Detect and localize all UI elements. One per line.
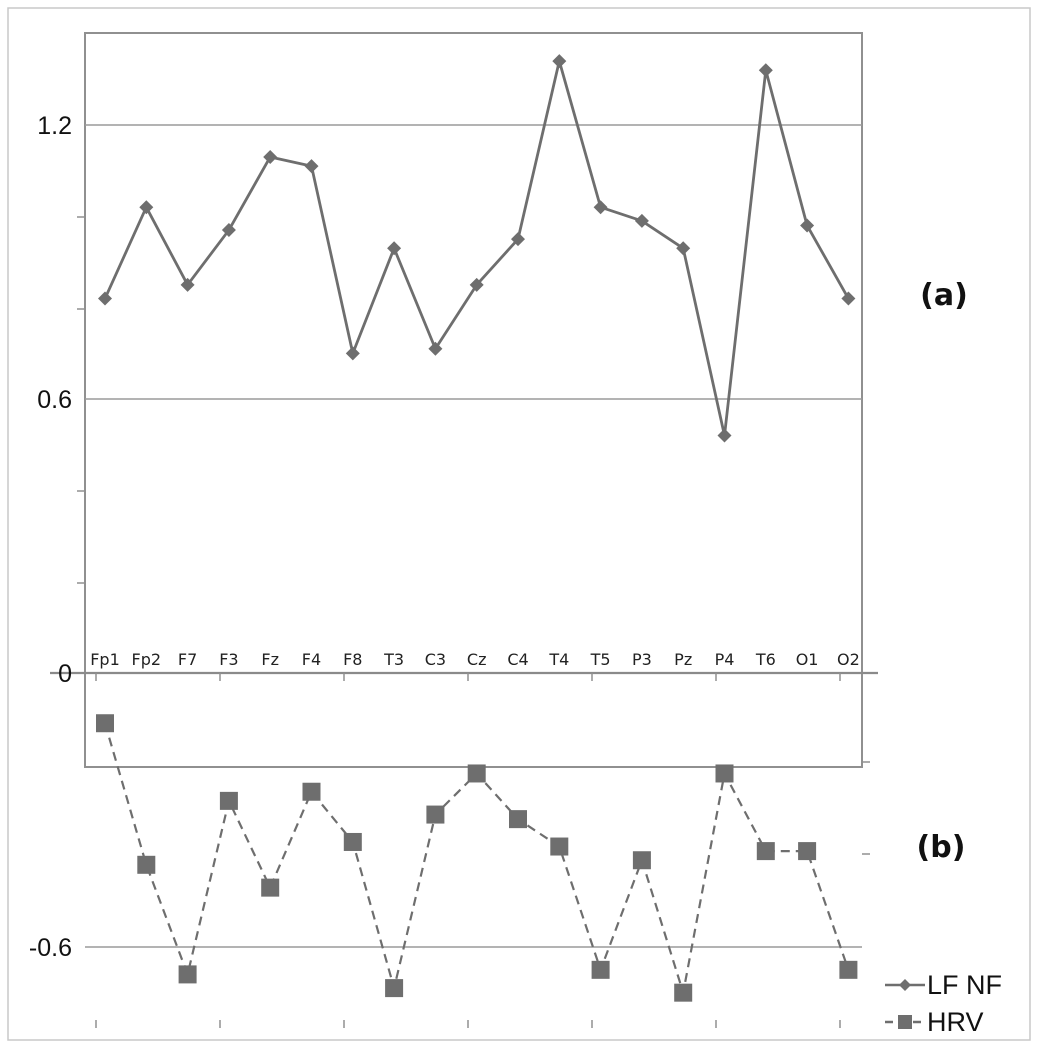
- data-point: [715, 764, 734, 783]
- data-point: [758, 63, 773, 78]
- data-point: [839, 960, 858, 979]
- x-tick-label: O1: [796, 650, 819, 669]
- y-tick-label: -0.6: [29, 934, 72, 962]
- data-point: [593, 200, 608, 215]
- data-point: [180, 277, 195, 292]
- data-point: [387, 241, 402, 256]
- data-point: [798, 842, 817, 861]
- legend-marker: [899, 979, 911, 991]
- series-1: [96, 714, 858, 1002]
- data-point: [98, 291, 112, 306]
- x-tick-label: Cz: [467, 650, 487, 669]
- data-point: [96, 714, 114, 733]
- x-tick-label: T6: [755, 650, 776, 669]
- data-point: [261, 878, 280, 897]
- data-point: [426, 805, 445, 824]
- x-tick-label: F3: [219, 650, 238, 669]
- data-point: [178, 965, 197, 984]
- legend-marker: [898, 1015, 912, 1029]
- legend-entry: LF NF: [885, 970, 1002, 1000]
- data-point: [591, 960, 610, 979]
- x-tick-label: F7: [178, 650, 197, 669]
- data-point: [428, 341, 443, 356]
- data-point: [550, 837, 569, 856]
- gridlines: [50, 124, 878, 948]
- axes: [77, 216, 870, 1028]
- data-point: [263, 149, 278, 164]
- series-group: [96, 54, 858, 1002]
- x-tick-label: C4: [507, 650, 528, 669]
- y-tick-label: 0: [58, 660, 72, 688]
- data-point: [717, 428, 732, 443]
- data-point: [137, 855, 156, 874]
- x-tick-label: F4: [302, 650, 321, 669]
- labels: 1.2 0.6 0 -0.6 Fp1 Fp2 F7 F3 Fz F4 F8 T3 C3 Cz C4 T4 T5 P…: [29, 112, 968, 962]
- x-tick-label: C3: [425, 650, 446, 669]
- data-point: [634, 213, 649, 228]
- data-point: [674, 983, 693, 1002]
- data-point: [469, 277, 484, 292]
- data-point: [800, 218, 815, 233]
- y-tick-label: 0.6: [37, 386, 72, 414]
- data-point: [841, 291, 856, 306]
- figure-border: [7, 7, 1031, 1041]
- data-point: [302, 782, 321, 801]
- data-point: [139, 200, 154, 215]
- data-point: [756, 842, 775, 861]
- data-point: [632, 851, 651, 870]
- data-point: [509, 810, 527, 829]
- legend-label: HRV: [927, 1007, 984, 1037]
- x-tick-label: O2: [837, 650, 860, 669]
- x-tick-label: Pz: [674, 650, 692, 669]
- x-tick-label: T5: [590, 650, 611, 669]
- x-tick-label: Fp2: [132, 650, 162, 669]
- x-tick-label: P3: [632, 650, 652, 669]
- legend-label: LF NF: [927, 970, 1002, 1000]
- y-tick-label: 1.2: [37, 112, 72, 140]
- x-tick-label: P4: [715, 650, 735, 669]
- data-point: [552, 54, 567, 69]
- x-tick-label: Fp1: [90, 650, 120, 669]
- data-point: [219, 791, 238, 810]
- data-point: [343, 832, 362, 851]
- x-tick-label: T4: [548, 650, 569, 669]
- data-point: [511, 232, 525, 247]
- x-tick-label: T3: [383, 650, 404, 669]
- x-tick-label: Fz: [261, 650, 279, 669]
- legend: LF NF HRV: [885, 970, 1002, 1037]
- data-point: [345, 346, 360, 361]
- data-point: [467, 764, 486, 783]
- data-point: [676, 241, 691, 256]
- x-tick-label: F8: [343, 650, 362, 669]
- panel-label: (b): [917, 830, 966, 865]
- data-point: [221, 223, 236, 238]
- data-point: [304, 159, 319, 174]
- series-line: [103, 722, 850, 994]
- series-line: [103, 59, 850, 437]
- panel-label: (a): [920, 278, 968, 313]
- legend-entry: HRV: [885, 1007, 984, 1037]
- data-point: [385, 979, 404, 998]
- series-0: [98, 54, 856, 443]
